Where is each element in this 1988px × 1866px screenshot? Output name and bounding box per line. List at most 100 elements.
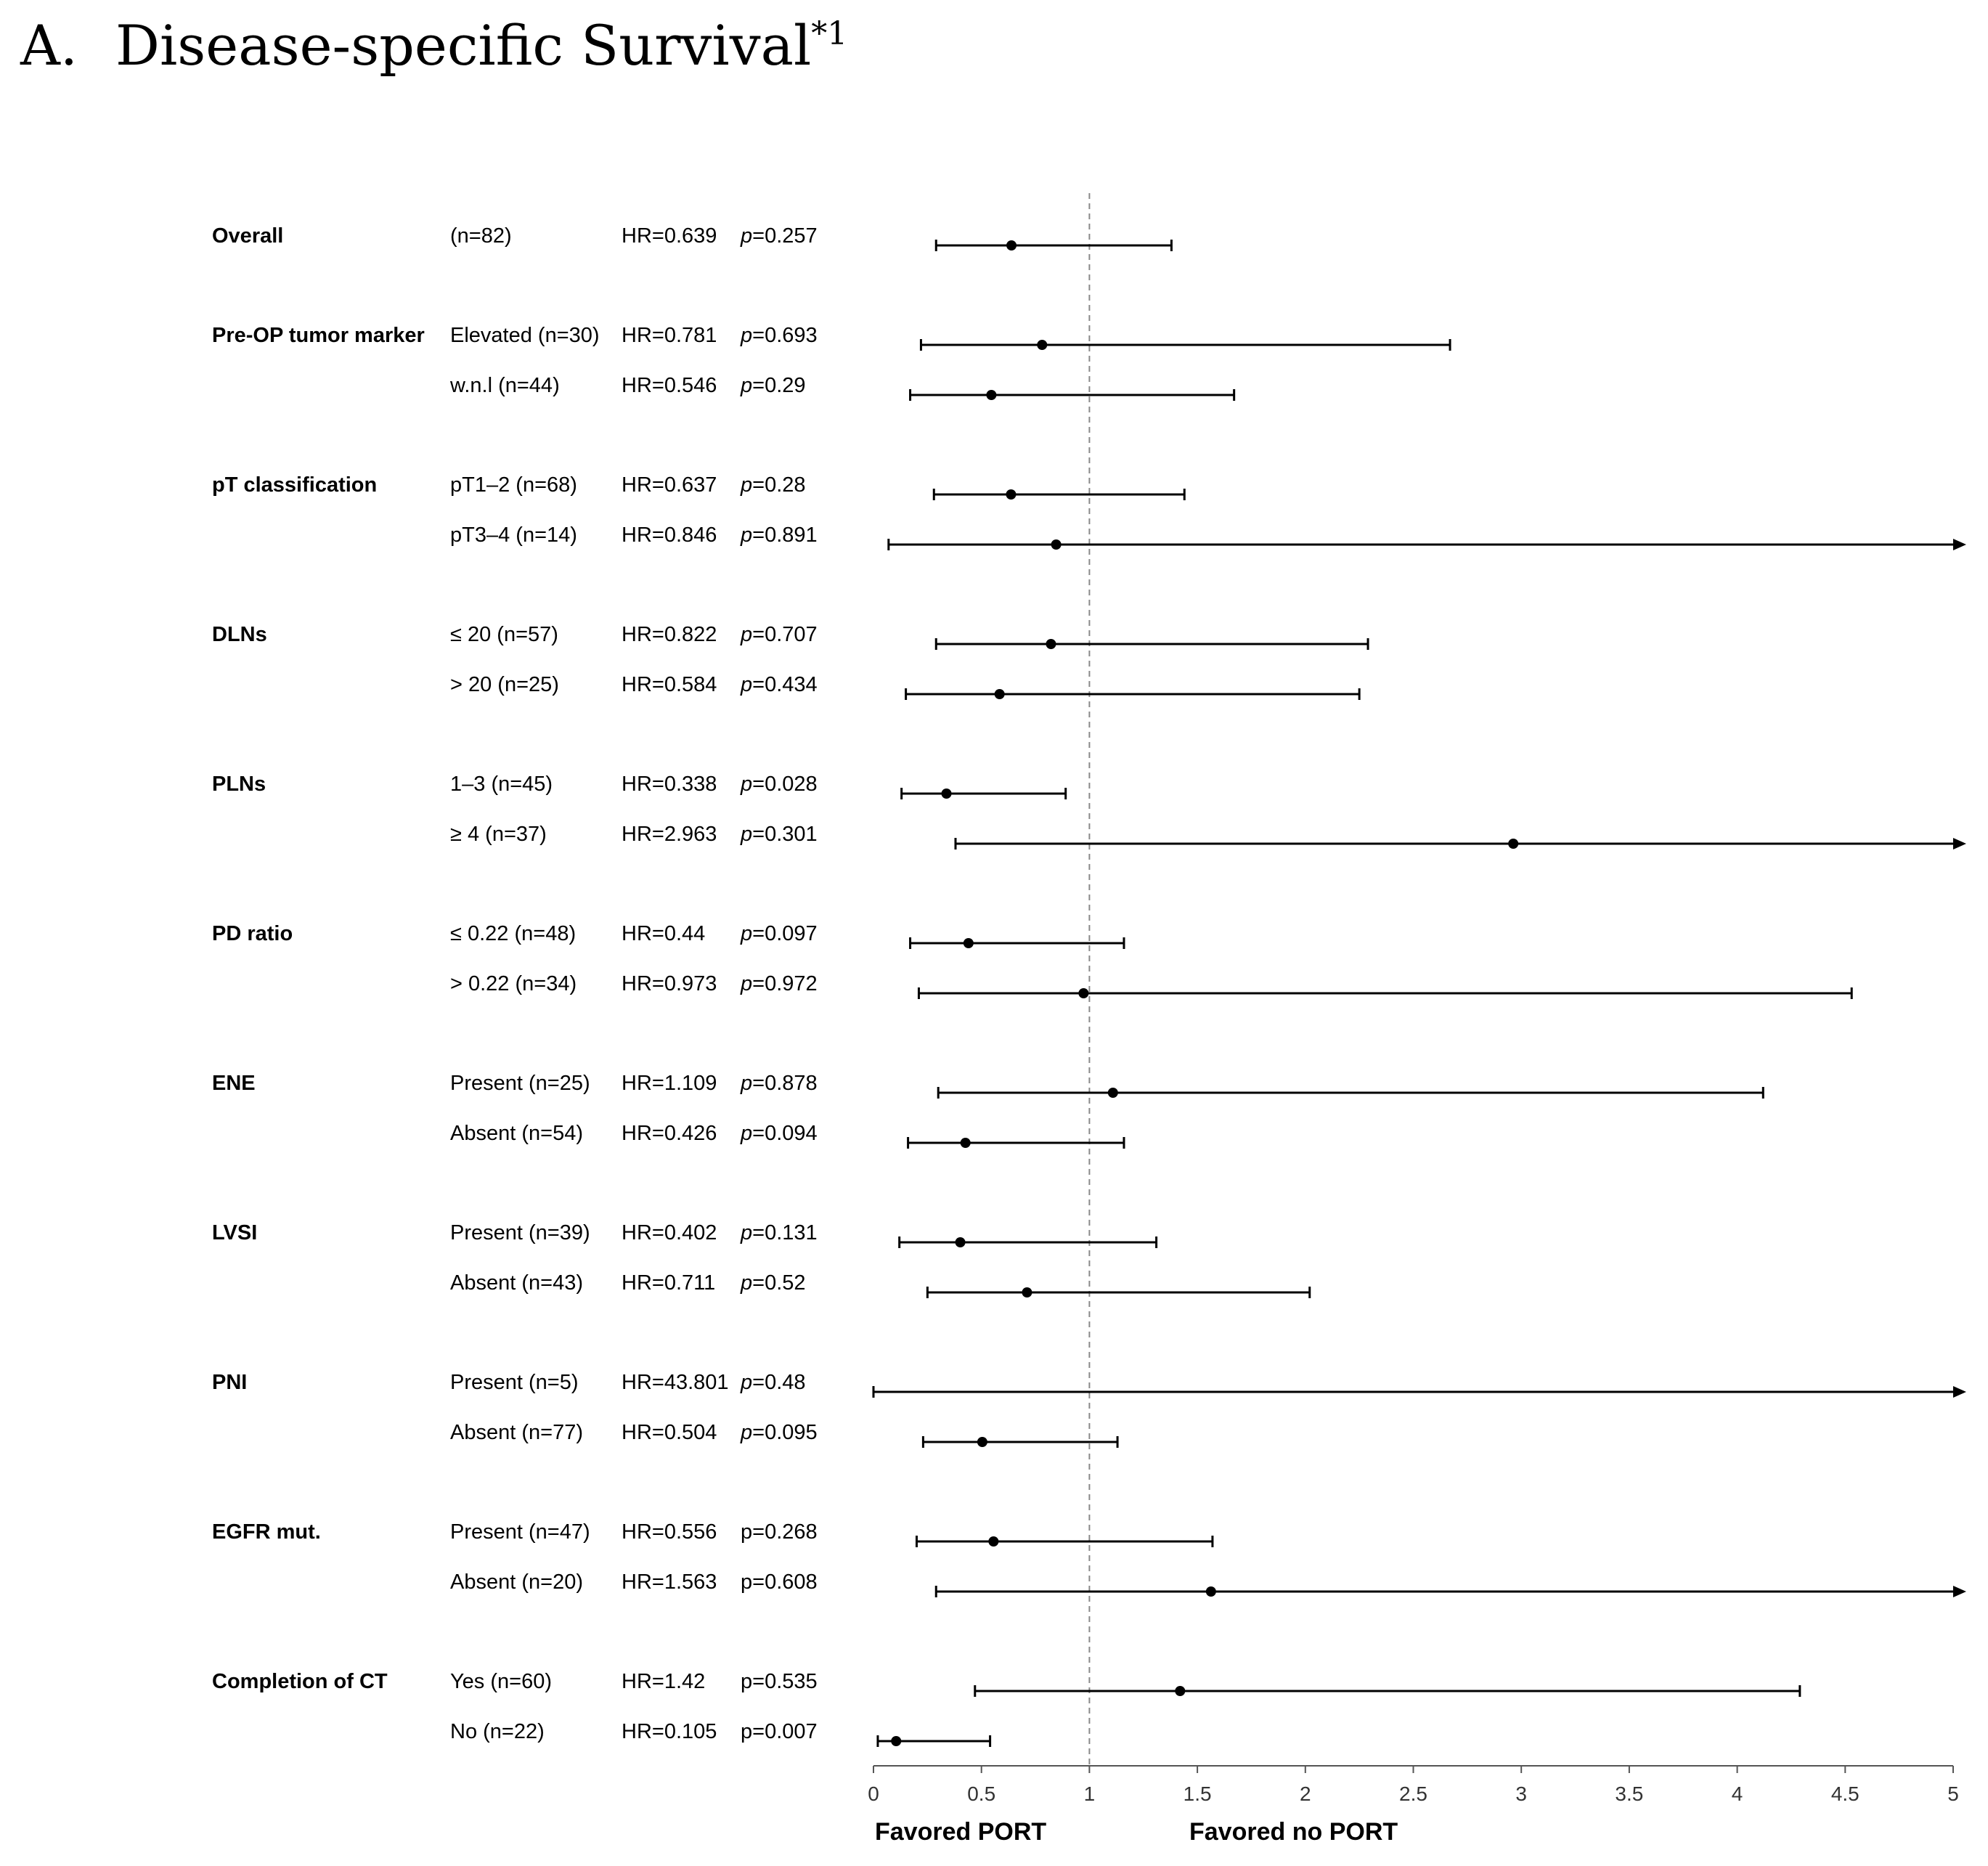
forest-row: PLNs 1–3 (n=45) HR=0.338 p=0.028: [212, 773, 1067, 799]
subgroup-label: ≤ 20 (n=57): [450, 623, 558, 646]
hr-point: [1205, 1586, 1216, 1597]
p-value-label: p=0.028: [740, 773, 818, 796]
p-italic: p: [740, 823, 752, 846]
hr-point: [1508, 839, 1519, 849]
forest-row: PNI Present (n=5) HR=43.801 p=0.48: [212, 1371, 1966, 1398]
hr-label: HR=0.402: [622, 1221, 717, 1244]
group-label: Overall: [212, 224, 283, 248]
forest-row: Absent (n=20) HR=1.563 p=0.608: [450, 1570, 1966, 1597]
subgroup-label: Present (n=39): [450, 1221, 590, 1244]
hr-point: [1051, 539, 1062, 550]
hr-label: HR=0.846: [622, 523, 717, 547]
x-tick-label: 1.5: [1184, 1783, 1212, 1805]
subgroup-label: pT1–2 (n=68): [450, 473, 577, 497]
p-value: =0.095: [752, 1421, 818, 1444]
subgroup-label: Elevated (n=30): [450, 324, 600, 347]
hr-point: [1078, 988, 1089, 998]
p-value-label: p=0.094: [740, 1122, 818, 1145]
p-value: p=0.608: [741, 1570, 818, 1594]
subgroup-label: pT3–4 (n=14): [450, 523, 577, 547]
hr-point: [955, 1237, 966, 1247]
forest-row: Completion of CT Yes (n=60) HR=1.42 p=0.535: [212, 1670, 1801, 1697]
p-value-label: p=0.268: [741, 1520, 818, 1544]
hr-point: [1022, 1287, 1032, 1297]
group-label: ENE: [212, 1072, 256, 1095]
group-label: EGFR mut.: [212, 1520, 321, 1544]
subgroup-label: No (n=22): [450, 1720, 545, 1743]
p-value: p=0.268: [741, 1520, 818, 1544]
hr-label: HR=0.973: [622, 972, 717, 995]
hr-point: [986, 390, 997, 400]
p-value-label: p=0.29: [740, 374, 806, 397]
subgroup-label: w.n.l (n=44): [449, 374, 560, 397]
hr-point: [941, 789, 952, 799]
p-italic: p: [740, 922, 752, 945]
group-label: PNI: [212, 1371, 247, 1394]
hr-label: HR=0.504: [622, 1421, 717, 1444]
x-axis: 0 0.5 1 1.5 2 2.5 3 3.5 4 4.5 5 Favored PORT Favored…: [868, 1765, 1959, 1846]
hr-label: HR=43.801: [622, 1371, 729, 1394]
hr-label: HR=0.637: [622, 473, 717, 497]
p-value-label: p=0.693: [740, 324, 818, 347]
hr-point: [963, 938, 974, 948]
p-value: =0.028: [752, 773, 818, 796]
x-tick-label: 5: [1947, 1783, 1959, 1805]
p-value-label: p=0.52: [740, 1271, 806, 1295]
x-tick-label: 2.5: [1399, 1783, 1427, 1805]
ci-arrow: [1953, 838, 1966, 850]
forest-row: Overall (n=82) HR=0.639 p=0.257: [212, 224, 1173, 251]
p-value: =0.29: [752, 374, 805, 397]
p-value: =0.693: [752, 324, 818, 347]
p-italic: p: [740, 773, 752, 796]
p-value-label: p=0.707: [740, 623, 818, 646]
p-value: =0.28: [752, 473, 805, 497]
p-value: =0.707: [752, 623, 818, 646]
figure-title: A. Disease-specific Survival*1: [20, 13, 847, 78]
p-value-label: p=0.434: [740, 673, 818, 696]
forest-row: ≥ 4 (n=37) HR=2.963 p=0.301: [450, 823, 1966, 850]
p-italic: p: [740, 473, 752, 497]
panel-label: A.: [20, 13, 78, 78]
p-value: =0.257: [752, 224, 818, 248]
p-value: p=0.007: [741, 1720, 818, 1743]
xlabel-favored-port: Favored PORT: [875, 1818, 1046, 1846]
subgroup-label: Absent (n=77): [450, 1421, 583, 1444]
p-value: p=0.535: [741, 1670, 818, 1693]
hr-label: HR=0.44: [622, 922, 705, 945]
subgroup-label: > 0.22 (n=34): [450, 972, 577, 995]
hr-label: HR=0.822: [622, 623, 717, 646]
hr-label: HR=0.556: [622, 1520, 717, 1544]
p-value-label: p=0.972: [740, 972, 818, 995]
subgroup-label: Present (n=5): [450, 1371, 579, 1394]
subgroup-label: (n=82): [450, 224, 512, 248]
hr-label: HR=0.426: [622, 1122, 717, 1145]
p-italic: p: [740, 673, 752, 696]
hr-label: HR=1.109: [622, 1072, 717, 1095]
forest-row: Absent (n=77) HR=0.504 p=0.095: [450, 1421, 1119, 1448]
subgroup-label: Absent (n=43): [450, 1271, 583, 1295]
subgroup-label: ≥ 4 (n=37): [450, 823, 547, 846]
hr-label: HR=1.42: [622, 1670, 705, 1693]
title-text: Disease-specific Survival: [115, 13, 812, 78]
p-italic: p: [740, 1221, 752, 1244]
hr-label: HR=2.963: [622, 823, 717, 846]
forest-row: Absent (n=43) HR=0.711 p=0.52: [450, 1271, 1311, 1298]
p-italic: p: [740, 623, 752, 646]
x-tick-label: 0: [868, 1783, 879, 1805]
x-tick-label: 3: [1515, 1783, 1527, 1805]
subgroup-label: 1–3 (n=45): [450, 773, 553, 796]
hr-point: [994, 689, 1005, 699]
hr-point: [1175, 1686, 1186, 1696]
p-italic: p: [740, 324, 752, 347]
p-value-label: p=0.48: [740, 1371, 806, 1394]
x-tick-label: 4: [1732, 1783, 1743, 1805]
group-label: pT classification: [212, 473, 377, 497]
forest-row: > 0.22 (n=34) HR=0.973 p=0.972: [450, 972, 1853, 999]
p-italic: p: [740, 1122, 752, 1145]
hr-point: [1006, 240, 1017, 250]
forest-row: ENE Present (n=25) HR=1.109 p=0.878: [212, 1072, 1764, 1099]
p-value-label: p=0.131: [740, 1221, 818, 1244]
group-label: LVSI: [212, 1221, 257, 1244]
p-value-label: p=0.301: [740, 823, 818, 846]
ci-arrow: [1953, 1386, 1966, 1398]
